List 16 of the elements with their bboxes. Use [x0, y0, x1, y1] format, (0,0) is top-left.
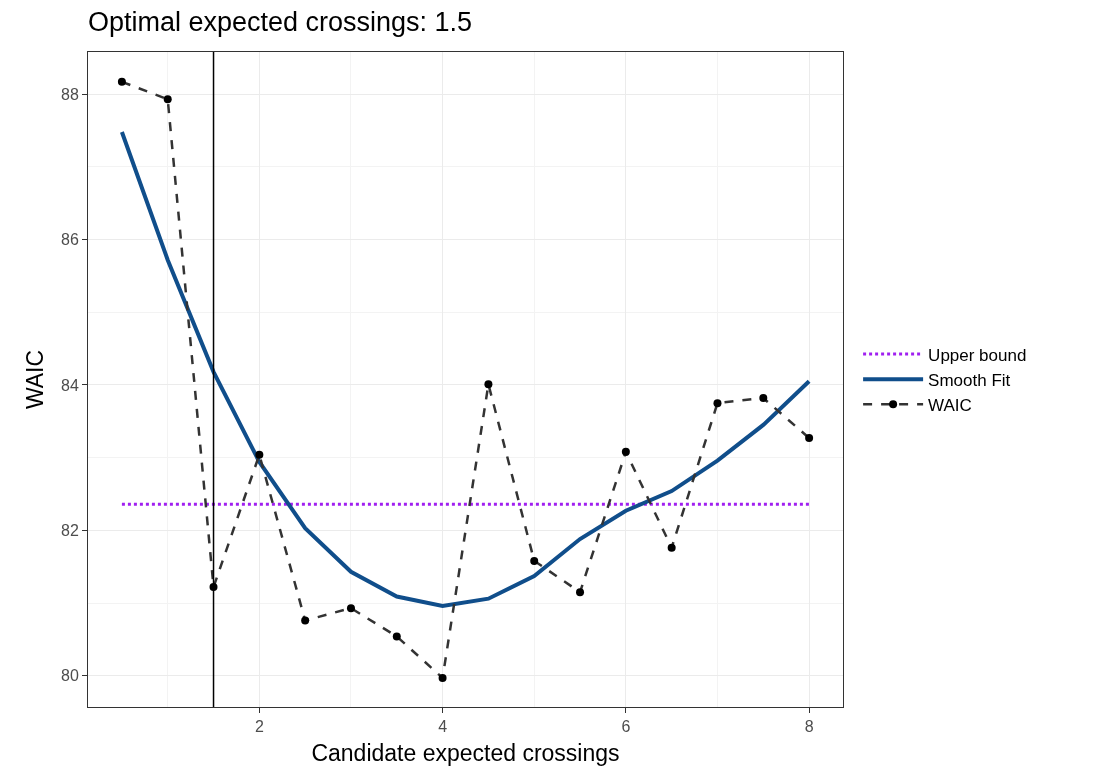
x-tick-label: 4 — [438, 718, 448, 736]
legend-label: Upper bound — [928, 345, 1027, 365]
y-tick-label: 86 — [61, 231, 79, 249]
legend-label: Smooth Fit — [928, 370, 1011, 390]
y-tick-label: 82 — [61, 521, 79, 539]
y-tick-label: 84 — [61, 376, 79, 394]
y-tick-label: 88 — [61, 85, 79, 103]
line-series — [119, 129, 812, 608]
y-axis-title: WAIC — [22, 349, 49, 410]
x-tick-label: 2 — [254, 718, 264, 736]
x-axis-title: Candidate expected crossings — [311, 739, 620, 766]
x-tick-label: 6 — [621, 718, 631, 736]
y-tick-label: 80 — [61, 667, 79, 685]
chart-title: Optimal expected crossings: 1.5 — [87, 6, 473, 37]
x-tick-label: 8 — [804, 718, 814, 736]
legend-label: WAIC — [928, 395, 972, 415]
